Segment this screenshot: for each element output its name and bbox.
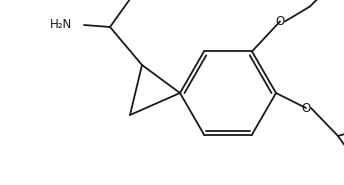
Text: H₂N: H₂N [50, 18, 72, 31]
Text: O: O [276, 15, 284, 28]
Text: O: O [301, 102, 311, 115]
